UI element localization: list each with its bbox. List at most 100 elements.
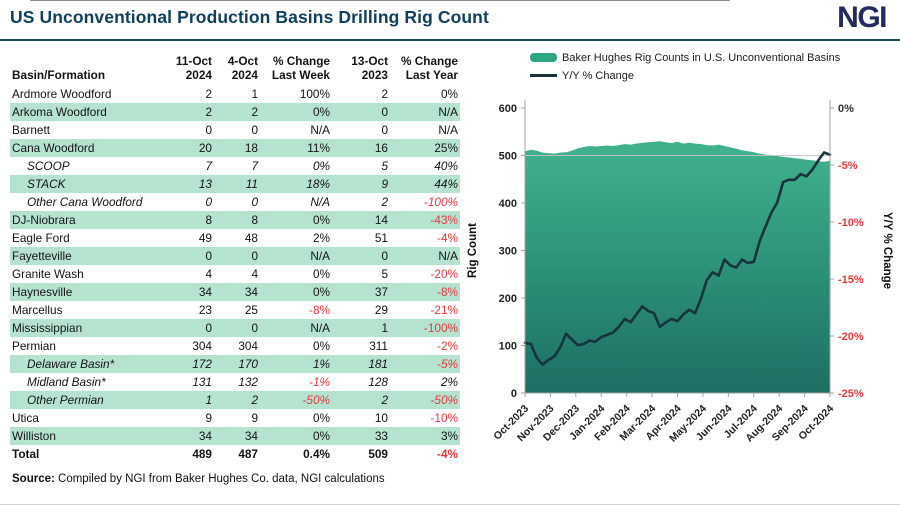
table-row: Arkoma Woodford 2 2 0% 0 N/A <box>10 103 460 121</box>
cell-value: 18 <box>244 141 258 155</box>
cell-value: 2 <box>251 393 258 407</box>
table-row: Fayetteville 0 0 N/A 0 N/A <box>10 247 460 265</box>
legend-label: Baker Hughes Rig Counts in U.S. Unconven… <box>562 51 841 64</box>
cell-value: 1% <box>312 357 330 371</box>
cell-value: -1% <box>309 375 330 389</box>
right-axis-title: Y/Y % Change <box>881 212 893 289</box>
cell-value: 0 <box>381 249 388 263</box>
chart-panel: Baker Hughes Rig Counts in U.S. Unconven… <box>462 50 900 463</box>
cell-value: 9 <box>205 411 212 425</box>
table-row: DJ-Niobrara 8 8 0% 14 -43% <box>10 211 460 229</box>
legend-item: Baker Hughes Rig Counts in U.S. Unconven… <box>530 50 900 65</box>
yoy-line-series <box>523 151 832 366</box>
table-row: Other Permian 1 2 -50% 2 -50% <box>10 391 460 409</box>
column-header: % Change Last Week <box>271 54 330 82</box>
cell-value: 11 <box>245 177 258 191</box>
cell-value: 40% <box>434 159 458 173</box>
cell-value: -43% <box>430 213 458 227</box>
cell-value: 2 <box>205 105 212 119</box>
cell-value: 181 <box>368 357 388 371</box>
cell-value: 0 <box>251 321 258 335</box>
cell-value: 25 <box>244 303 258 317</box>
cell-value: 51 <box>374 231 388 245</box>
table-row: Marcellus 23 25 -8% 29 -21% <box>10 301 460 319</box>
cell-value: 509 <box>368 447 388 461</box>
page-title: US Unconventional Production Basins Dril… <box>10 7 489 27</box>
cell-value: 0 <box>205 123 212 137</box>
table-row: Other Cana Woodford 0 0 N/A 2 -100% <box>10 193 460 211</box>
cell-value: 0 <box>251 195 258 209</box>
cell-value: 487 <box>238 447 258 461</box>
cell-basin-name: Williston <box>12 429 56 443</box>
cell-basin-name: Permian <box>12 339 56 353</box>
window-top-border <box>30 0 730 1</box>
cell-basin-name: Other Permian <box>27 393 104 407</box>
cell-basin-name: Utica <box>12 411 39 425</box>
cell-value: 0 <box>251 123 258 137</box>
cell-value: -20% <box>430 267 458 281</box>
cell-value: 0 <box>205 249 212 263</box>
table-row: Delaware Basin* 172 170 1% 181 -5% <box>10 355 460 373</box>
cell-value: 44% <box>434 177 458 191</box>
rig-count-chart: 0 100 200 300 400 500 600 0% -5% -10% -15% -20% -25%… <box>467 100 893 445</box>
svg-text:400: 400 <box>499 198 517 210</box>
cell-value: -100% <box>423 321 458 335</box>
cell-value: 2% <box>440 375 458 389</box>
cell-value: 0% <box>312 159 330 173</box>
cell-value: -21% <box>430 303 458 317</box>
cell-value: 0% <box>312 285 330 299</box>
cell-value: 0% <box>312 213 330 227</box>
cell-value: -8% <box>309 303 330 317</box>
cell-basin-name: Cana Woodford <box>12 141 95 155</box>
svg-text:-5%: -5% <box>838 160 858 172</box>
cell-value: 34 <box>198 429 212 443</box>
source-note: Source: Compiled by NGI from Baker Hughe… <box>10 473 460 485</box>
cell-value: 11% <box>307 141 330 155</box>
cell-basin-name: Eagle Ford <box>12 231 70 245</box>
source-text: Compiled by NGI from Baker Hughes Co. da… <box>58 473 385 485</box>
x-axis-ticks: Oct-2023Nov-2023Dec-2023Jan-2024Feb-2024… <box>491 393 836 445</box>
cell-basin-name: DJ-Niobrara <box>12 213 76 227</box>
cell-value: 13 <box>198 177 212 191</box>
cell-basin-name: Arkoma Woodford <box>12 105 107 119</box>
cell-basin-name: Marcellus <box>12 303 63 317</box>
cell-value: 100% <box>299 87 330 101</box>
cell-value: 4 <box>251 267 258 281</box>
svg-text:0%: 0% <box>838 103 854 115</box>
cell-value: 132 <box>238 375 258 389</box>
cell-value: N/A <box>310 123 330 137</box>
table-row: Cana Woodford 20 18 11% 16 25% <box>10 139 460 157</box>
header: US Unconventional Production Basins Dril… <box>0 0 900 33</box>
column-header: % Change Last Year <box>400 54 458 82</box>
svg-text:-25%: -25% <box>838 388 864 400</box>
area-swatch-icon <box>530 53 557 62</box>
cell-value: 14 <box>374 213 388 227</box>
cell-value: N/A <box>310 195 330 209</box>
table-row: Ardmore Woodford 2 1 100% 2 0% <box>10 85 460 103</box>
cell-value: 0.4% <box>303 447 330 461</box>
cell-value: 2 <box>205 87 212 101</box>
cell-value: 37 <box>374 285 388 299</box>
cell-basin-name: Other Cana Woodford <box>27 195 143 209</box>
cell-basin-name: Ardmore Woodford <box>12 87 112 101</box>
cell-value: 25% <box>434 141 458 155</box>
svg-text:0: 0 <box>511 388 517 400</box>
cell-basin-name: Haynesville <box>12 285 73 299</box>
table-header: Basin/Formation 11-Oct 2024 4-Oct 2024 % Chan… <box>10 54 460 85</box>
source-label: Source: <box>12 473 55 485</box>
cell-value: 0 <box>205 195 212 209</box>
table-row: Granite Wash 4 4 0% 5 -20% <box>10 265 460 283</box>
left-axis-title: Rig Count <box>467 223 479 278</box>
svg-text:500: 500 <box>499 150 517 162</box>
cell-value: -50% <box>302 393 330 407</box>
svg-text:-15%: -15% <box>838 274 864 286</box>
cell-value: -8% <box>437 285 458 299</box>
cell-value: 10 <box>374 411 388 425</box>
cell-value: 304 <box>192 339 212 353</box>
cell-basin-name: STACK <box>27 177 66 191</box>
cell-basin-name: Total <box>12 447 40 461</box>
cell-value: 34 <box>198 285 212 299</box>
cell-value: 0% <box>312 411 330 425</box>
cell-value: -4% <box>437 447 458 461</box>
